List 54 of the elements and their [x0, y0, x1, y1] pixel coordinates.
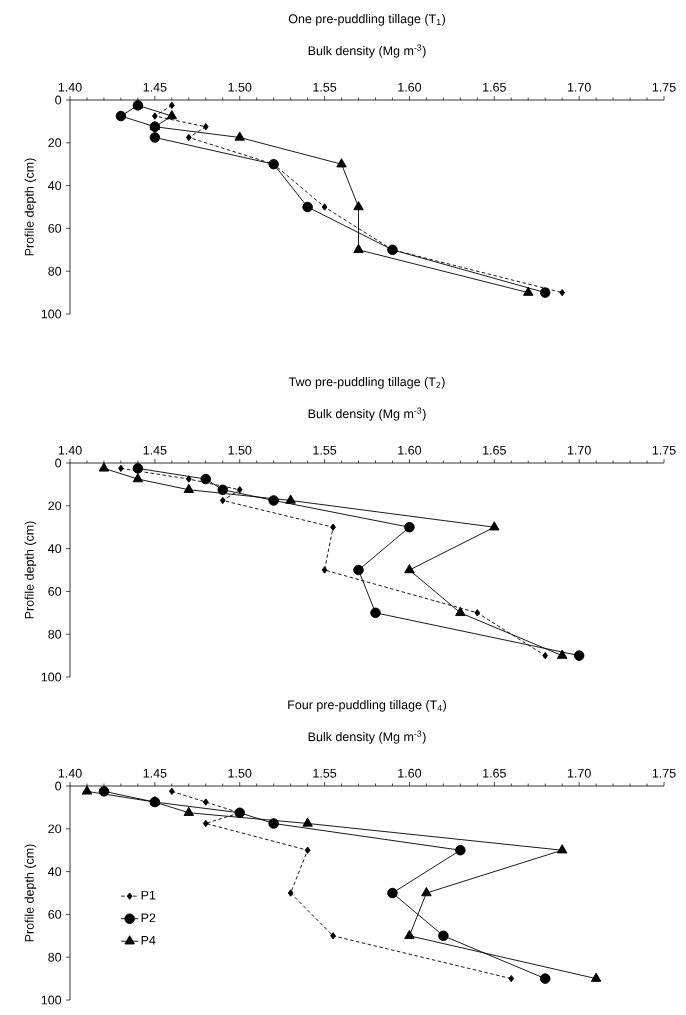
x-tick-label: 1.70 — [567, 82, 591, 92]
legend-label: P1 — [141, 890, 156, 900]
x-tick-label: 1.55 — [313, 768, 337, 778]
x-tick-label: 1.60 — [398, 445, 422, 455]
y-tick-label: 40 — [48, 544, 62, 554]
x-tick-label: 1.70 — [567, 445, 591, 455]
x-tick-label: 1.40 — [58, 445, 82, 455]
y-axis-title: Profile depth (cm) — [24, 844, 37, 942]
chart-title: One pre-puddling tillage (T$_{1}$) — [288, 14, 445, 26]
y-tick-label: 80 — [48, 952, 62, 962]
x-tick-label: 1.65 — [483, 768, 506, 778]
x-tick-label: 1.50 — [228, 445, 252, 455]
y-tick-label: 60 — [48, 586, 62, 596]
legend-label: P2 — [141, 913, 156, 923]
x-tick-label: 1.75 — [652, 82, 676, 92]
y-tick-label: 40 — [48, 181, 62, 191]
x-axis-title: Bulk density (Mg m$^{-3}$) — [308, 407, 426, 421]
x-tick-label: 1.45 — [143, 445, 167, 455]
x-tick-label: 1.60 — [398, 768, 422, 778]
x-tick-label: 1.70 — [567, 768, 591, 778]
legend-label: P4 — [141, 935, 156, 945]
y-tick-label: 80 — [48, 266, 62, 276]
chart-title: Two pre-puddling tillage (T$_{2}$) — [288, 377, 445, 389]
y-tick-label: 20 — [48, 501, 62, 511]
y-tick-label: 80 — [48, 629, 62, 639]
y-tick-label: 40 — [48, 867, 62, 877]
y-tick-label: 0 — [55, 781, 62, 791]
x-tick-label: 1.55 — [313, 82, 337, 92]
y-tick-label: 20 — [48, 824, 62, 834]
y-tick-label: 100 — [41, 672, 62, 682]
x-tick-label: 1.50 — [228, 768, 252, 778]
x-tick-label: 1.75 — [652, 445, 676, 455]
y-axis-title: Profile depth (cm) — [24, 158, 37, 256]
x-tick-label: 1.40 — [58, 82, 82, 92]
y-tick-label: 20 — [48, 138, 62, 148]
x-axis-title: Bulk density (Mg m$^{-3}$) — [308, 44, 426, 58]
y-tick-label: 100 — [41, 309, 62, 319]
x-tick-label: 1.65 — [483, 82, 506, 92]
x-tick-label: 1.40 — [58, 768, 82, 778]
x-tick-label: 1.45 — [143, 768, 167, 778]
x-tick-label: 1.50 — [228, 82, 252, 92]
x-tick-label: 1.55 — [313, 445, 337, 455]
x-tick-label: 1.45 — [143, 82, 167, 92]
x-tick-label: 1.75 — [652, 768, 676, 778]
chart-title: Four pre-puddling tillage (T$_{4}$) — [288, 700, 447, 712]
y-axis-title: Profile depth (cm) — [24, 521, 37, 619]
y-tick-label: 0 — [55, 458, 62, 468]
y-tick-label: 60 — [48, 909, 62, 919]
x-tick-label: 1.65 — [483, 445, 506, 455]
x-tick-label: 1.60 — [398, 82, 422, 92]
y-tick-label: 0 — [55, 95, 62, 105]
y-tick-label: 100 — [41, 995, 62, 1005]
y-tick-label: 60 — [48, 223, 62, 233]
x-axis-title: Bulk density (Mg m$^{-3}$) — [308, 730, 426, 744]
